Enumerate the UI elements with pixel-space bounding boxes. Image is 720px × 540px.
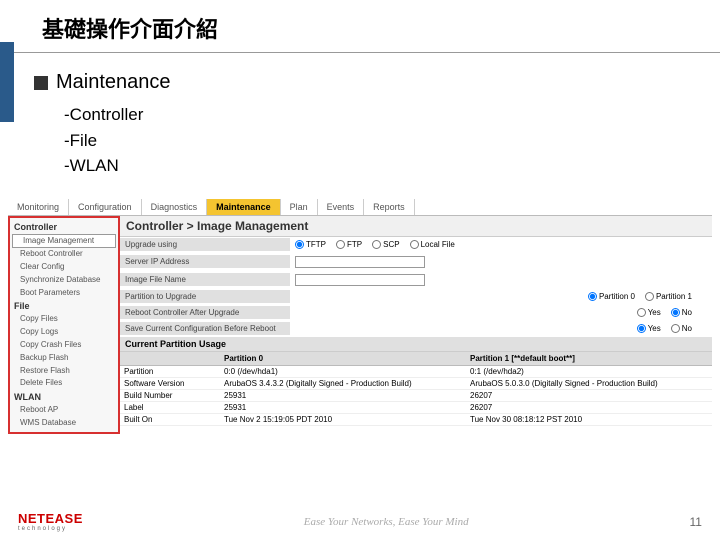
table-cell: 0:1 (/dev/hda2) [466, 365, 712, 377]
save-config-options[interactable]: Yes No [290, 322, 712, 335]
table-cell: Label [120, 401, 220, 413]
reboot-options[interactable]: Yes No [290, 306, 712, 319]
sub-item: -WLAN [64, 153, 720, 179]
radio-label: TFTP [306, 240, 326, 249]
form-label: Upgrade using [120, 238, 290, 252]
tabs: MonitoringConfigurationDiagnosticsMainte… [8, 199, 712, 215]
radio-label: No [682, 308, 692, 317]
sidebar-item[interactable]: Restore Flash [10, 365, 118, 378]
logo: NETEASE [18, 511, 83, 526]
table-cell: Software Version [120, 377, 220, 389]
tab-diagnostics[interactable]: Diagnostics [142, 199, 208, 215]
table-cell: Partition [120, 365, 220, 377]
radio-label: Partition 1 [656, 292, 692, 301]
tab-maintenance[interactable]: Maintenance [207, 199, 281, 215]
sidebar-head: WLAN [10, 390, 118, 404]
sidebar-item[interactable]: Copy Logs [10, 326, 118, 339]
table-cell: 25931 [220, 389, 466, 401]
radio-label: Partition 0 [599, 292, 635, 301]
radio-option[interactable] [637, 324, 646, 333]
radio-option[interactable] [588, 292, 597, 301]
sidebar-item[interactable]: Reboot Controller [10, 248, 118, 261]
form-label: Image File Name [120, 273, 290, 287]
radio-option[interactable] [295, 240, 304, 249]
sidebar-item[interactable]: Boot Parameters [10, 287, 118, 300]
table-cell: ArubaOS 5.0.3.0 (Digitally Signed - Prod… [466, 377, 712, 389]
radio-option[interactable] [671, 308, 680, 317]
sidebar-item[interactable]: WMS Database [10, 417, 118, 430]
sidebar: ControllerImage ManagementReboot Control… [8, 216, 120, 434]
upgrade-using-options[interactable]: TFTP FTP SCP Local File [290, 238, 712, 251]
radio-label: Yes [648, 308, 661, 317]
radio-option[interactable] [645, 292, 654, 301]
form-label: Reboot Controller After Upgrade [120, 306, 290, 320]
radio-label: SCP [383, 240, 399, 249]
screenshot: MonitoringConfigurationDiagnosticsMainte… [8, 199, 712, 434]
tagline: Ease Your Networks, Ease Your Mind [304, 516, 469, 528]
usage-heading: Current Partition Usage [120, 337, 712, 352]
server-ip-input[interactable] [295, 256, 425, 268]
table-cell: 26207 [466, 389, 712, 401]
table-cell: Tue Nov 2 15:19:05 PDT 2010 [220, 413, 466, 425]
radio-option[interactable] [410, 240, 419, 249]
sidebar-item[interactable]: Backup Flash [10, 352, 118, 365]
table-cell: Build Number [120, 389, 220, 401]
radio-option[interactable] [336, 240, 345, 249]
partition-options[interactable]: Partition 0 Partition 1 [290, 290, 712, 303]
radio-label: FTP [347, 240, 362, 249]
radio-option[interactable] [671, 324, 680, 333]
table-cell: 0:0 (/dev/hda1) [220, 365, 466, 377]
sidebar-item[interactable]: Synchronize Database [10, 274, 118, 287]
form-label: Partition to Upgrade [120, 290, 290, 304]
table-header [120, 352, 220, 366]
breadcrumb: Controller > Image Management [120, 216, 712, 237]
table-row: Partition0:0 (/dev/hda1)0:1 (/dev/hda2) [120, 365, 712, 377]
table-cell: Built On [120, 413, 220, 425]
partition-table: Partition 0Partition 1 [**default boot**… [120, 352, 712, 426]
tab-reports[interactable]: Reports [364, 199, 415, 215]
table-row: Built OnTue Nov 2 15:19:05 PDT 2010Tue N… [120, 413, 712, 425]
content-section: Maintenance -Controller -File -WLAN [0, 53, 720, 179]
table-header: Partition 1 [**default boot**] [466, 352, 712, 366]
form-label: Save Current Configuration Before Reboot [120, 322, 290, 336]
table-row: Build Number2593126207 [120, 389, 712, 401]
form-label: Server IP Address [120, 255, 290, 269]
sidebar-head: File [10, 299, 118, 313]
image-file-input[interactable] [295, 274, 425, 286]
radio-label: No [682, 324, 692, 333]
tab-configuration[interactable]: Configuration [69, 199, 142, 215]
sub-item: -Controller [64, 102, 720, 128]
radio-option[interactable] [372, 240, 381, 249]
table-row: Software VersionArubaOS 3.4.3.2 (Digital… [120, 377, 712, 389]
radio-option[interactable] [637, 308, 646, 317]
sidebar-item[interactable]: Copy Files [10, 313, 118, 326]
table-cell: Tue Nov 30 08:18:12 PST 2010 [466, 413, 712, 425]
page-number: 11 [690, 515, 702, 529]
tab-monitoring[interactable]: Monitoring [8, 199, 69, 215]
sidebar-head: Controller [10, 220, 118, 234]
sub-items: -Controller -File -WLAN [34, 102, 720, 179]
sidebar-item[interactable]: Delete Files [10, 377, 118, 390]
section-heading: Maintenance [56, 71, 171, 94]
tab-events[interactable]: Events [318, 199, 365, 215]
bullet-icon [34, 76, 48, 90]
tab-plan[interactable]: Plan [281, 199, 318, 215]
accent-bar [0, 42, 14, 122]
radio-label: Yes [648, 324, 661, 333]
table-cell: 26207 [466, 401, 712, 413]
footer: NETEASE technology Ease Your Networks, E… [0, 511, 720, 532]
sidebar-item[interactable]: Clear Config [10, 261, 118, 274]
table-header: Partition 0 [220, 352, 466, 366]
table-row: Label2593126207 [120, 401, 712, 413]
sub-item: -File [64, 128, 720, 154]
content-panel: Controller > Image Management Upgrade us… [120, 216, 712, 434]
table-cell: 25931 [220, 401, 466, 413]
sidebar-item[interactable]: Reboot AP [10, 404, 118, 417]
table-cell: ArubaOS 3.4.3.2 (Digitally Signed - Prod… [220, 377, 466, 389]
logo-sub: technology [18, 526, 83, 532]
sidebar-item[interactable]: Copy Crash Files [10, 339, 118, 352]
radio-label: Local File [421, 240, 455, 249]
slide-title: 基礎操作介面介紹 [0, 0, 720, 53]
sidebar-item[interactable]: Image Management [12, 234, 116, 249]
